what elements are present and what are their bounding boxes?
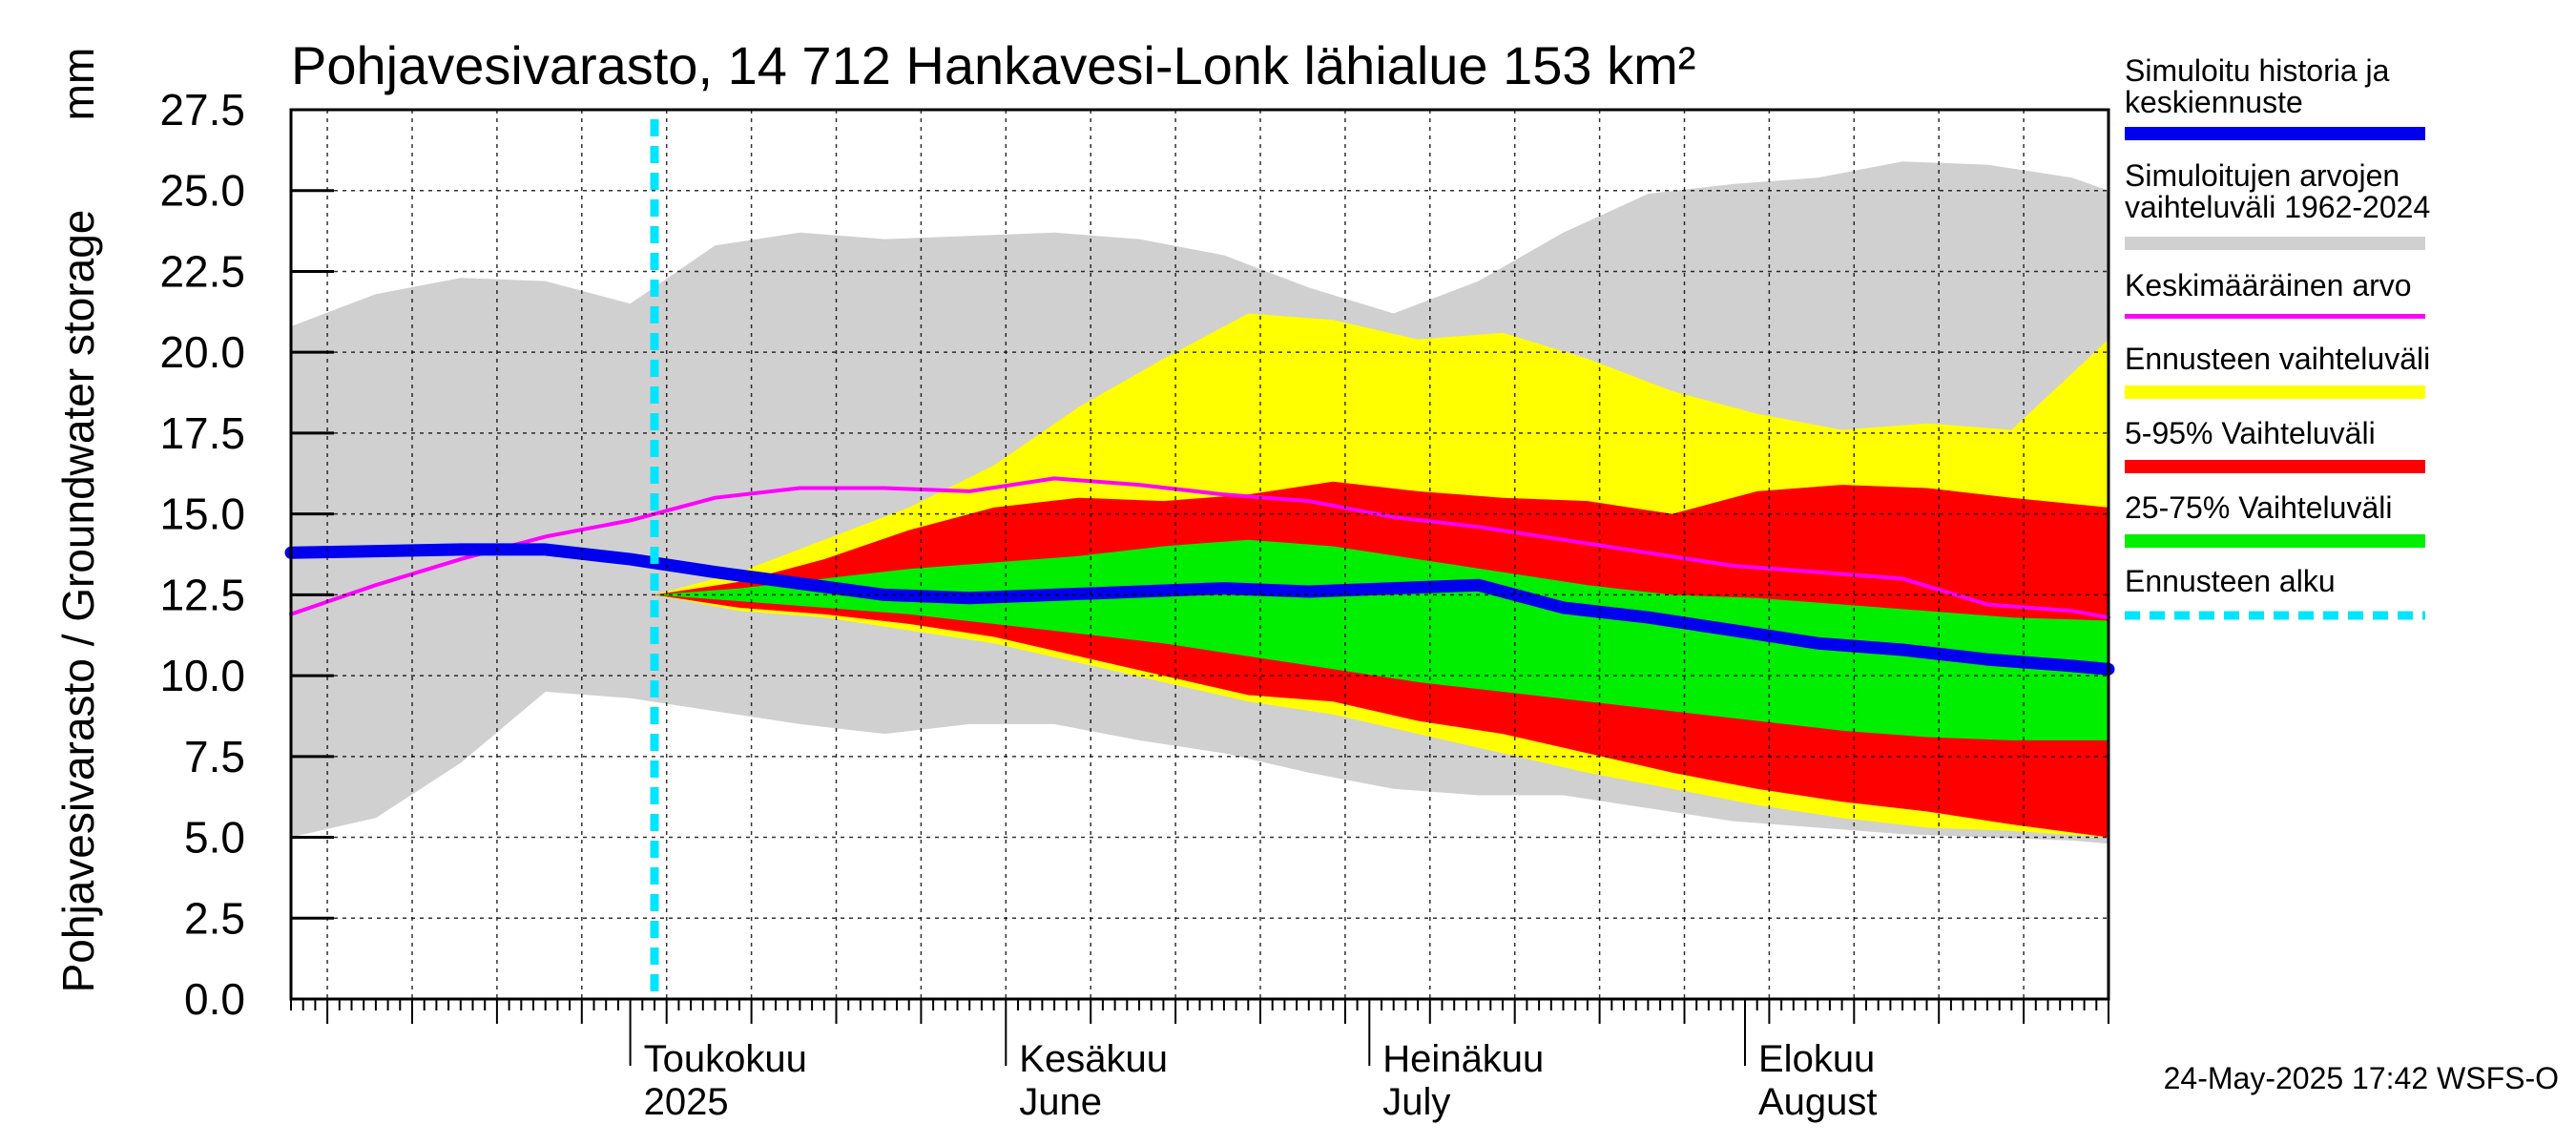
legend-label-range: Simuloitujen arvojen	[2125, 158, 2399, 193]
y-axis-label: Pohjavesivarasto / Groundwater storage	[53, 210, 103, 993]
month-label: Kesäkuu	[1019, 1038, 1168, 1080]
axis-layer: 0.0 2.5 5.0 7.5 10.0 12.5 15.0 17.5 20.0 22.5 25.0…	[159, 85, 2110, 1123]
y-tick-label: 10.0	[159, 651, 245, 700]
legend-swatch-mean	[2125, 314, 2425, 319]
legend-label-history: Simuloitu historia ja	[2125, 53, 2390, 88]
month-label-english: July	[1382, 1081, 1450, 1123]
legend-label-history-2: keskiennuste	[2125, 85, 2303, 119]
p25-75-band	[654, 539, 2109, 740]
y-tick-label: 27.5	[159, 85, 245, 135]
grid-layer	[291, 110, 2109, 999]
legend-label-p5-95: 5-95% Vaihteluväli	[2125, 416, 2376, 450]
y-tick-label: 0.0	[184, 974, 245, 1024]
y-tick-label: 25.0	[159, 166, 245, 216]
legend: Simuloitu historia ja keskiennuste Simul…	[2125, 53, 2430, 620]
y-tick-label: 5.0	[184, 813, 245, 863]
series-layer	[284, 110, 2115, 999]
legend-swatch-history	[2125, 127, 2425, 140]
legend-label-forecast-range: Ennusteen vaihteluväli	[2125, 342, 2430, 376]
y-tick-label: 22.5	[159, 246, 245, 296]
legend-label-mean: Keskimääräinen arvo	[2125, 268, 2412, 302]
month-label: Heinäkuu	[1382, 1038, 1544, 1080]
legend-label-range-2: vaihteluväli 1962-2024	[2125, 190, 2430, 224]
timestamp: 24-May-2025 17:42 WSFS-O	[2164, 1061, 2559, 1095]
legend-swatch-range	[2125, 237, 2425, 250]
plot-frame	[289, 108, 2110, 1001]
y-tick-label: 2.5	[184, 893, 245, 943]
y-tick-label: 12.5	[159, 570, 245, 619]
y-tick-label: 7.5	[184, 732, 245, 781]
month-label-english: August	[1758, 1081, 1878, 1123]
legend-swatch-p25-75	[2125, 534, 2425, 548]
month-label: Elokuu	[1758, 1038, 1875, 1080]
month-label-english: June	[1019, 1081, 1102, 1123]
month-label-english: 2025	[644, 1081, 729, 1123]
legend-label-p25-75: 25-75% Vaihteluväli	[2125, 490, 2392, 525]
legend-swatch-forecast-range	[2125, 385, 2425, 399]
legend-label-forecast-start: Ennusteen alku	[2125, 564, 2336, 598]
y-axis-unit: mm	[53, 48, 103, 121]
y-tick-label: 17.5	[159, 408, 245, 458]
y-tick-label: 15.0	[159, 489, 245, 539]
mean-line	[289, 476, 2110, 620]
legend-swatch-p5-95	[2125, 460, 2425, 473]
month-label: Toukokuu	[644, 1038, 807, 1080]
chart-title: Pohjavesivarasto, 14 712 Hankavesi-Lonk …	[291, 35, 1695, 95]
y-tick-label: 20.0	[159, 327, 245, 377]
history-forecast-line	[284, 543, 2115, 676]
